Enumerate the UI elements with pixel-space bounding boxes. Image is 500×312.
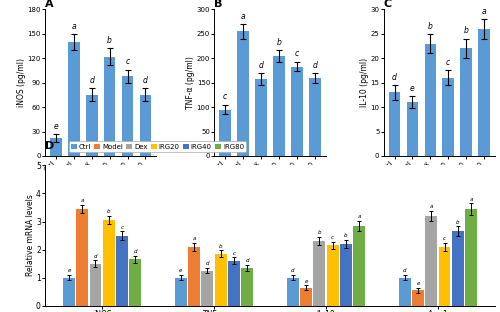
Y-axis label: iNOS (pg/ml): iNOS (pg/ml)	[17, 58, 26, 107]
Text: d: d	[94, 254, 97, 259]
Bar	[63, 278, 75, 306]
Bar	[122, 76, 134, 156]
Text: b: b	[107, 36, 112, 45]
Bar	[291, 66, 302, 156]
Text: e: e	[304, 279, 308, 284]
Bar	[140, 95, 151, 156]
Bar	[68, 42, 80, 156]
Text: c: c	[232, 251, 235, 256]
Bar	[188, 247, 200, 306]
Text: c: c	[331, 235, 334, 240]
Legend: Ctrl, Model, Dex, IRG20, IRG40, IRG80: Ctrl, Model, Dex, IRG20, IRG40, IRG80	[69, 141, 246, 152]
Text: a: a	[241, 12, 246, 21]
Bar	[86, 95, 98, 156]
Bar	[340, 244, 352, 306]
Text: d: d	[312, 61, 317, 70]
Y-axis label: Relative mRNA levels: Relative mRNA levels	[26, 195, 35, 276]
Text: B: B	[214, 0, 222, 9]
Bar	[228, 261, 240, 306]
Text: e: e	[68, 268, 70, 273]
Text: c: c	[446, 58, 450, 67]
Bar	[388, 92, 400, 156]
Bar	[287, 278, 299, 306]
Text: e: e	[54, 122, 59, 131]
Text: d: d	[291, 268, 294, 273]
Bar	[202, 271, 213, 306]
Text: d: d	[246, 258, 249, 263]
Text: a: a	[192, 236, 196, 241]
Text: c: c	[120, 225, 124, 230]
Bar	[130, 260, 141, 306]
Bar	[50, 138, 62, 156]
Bar	[412, 290, 424, 306]
Bar	[326, 245, 338, 306]
Text: d: d	[90, 76, 94, 85]
Bar	[353, 226, 365, 306]
Text: d: d	[403, 268, 406, 273]
Text: a: a	[72, 22, 76, 31]
Bar	[478, 29, 490, 156]
Text: b: b	[456, 220, 460, 225]
Text: b: b	[464, 27, 468, 36]
Text: c: c	[443, 236, 446, 241]
Bar	[220, 110, 231, 156]
Bar	[241, 268, 253, 306]
Bar	[452, 232, 464, 306]
Bar	[442, 78, 454, 156]
Text: c: c	[295, 49, 299, 58]
Text: d: d	[143, 76, 148, 85]
Bar	[255, 79, 267, 156]
Text: d: d	[258, 61, 264, 70]
Bar	[406, 102, 418, 156]
Text: b: b	[107, 209, 110, 214]
Text: C: C	[384, 0, 392, 9]
Text: b: b	[428, 22, 433, 31]
Text: c: c	[126, 57, 130, 66]
Text: a: a	[482, 7, 486, 16]
Text: e: e	[410, 84, 415, 93]
Text: b: b	[276, 38, 281, 47]
Y-axis label: IL-10 (pg/ml): IL-10 (pg/ml)	[360, 58, 369, 107]
Text: d: d	[134, 249, 137, 254]
Bar	[460, 48, 472, 156]
Bar	[424, 44, 436, 156]
Text: a: a	[358, 214, 361, 219]
Bar	[426, 216, 437, 306]
Bar	[214, 254, 226, 306]
Bar	[175, 278, 187, 306]
Text: d: d	[392, 73, 397, 82]
Bar	[76, 209, 88, 306]
Y-axis label: TNF-α (pg/ml): TNF-α (pg/ml)	[186, 56, 196, 109]
Text: b: b	[318, 230, 321, 235]
Bar	[104, 56, 116, 156]
Text: b: b	[344, 233, 348, 238]
Bar	[309, 78, 320, 156]
Text: A: A	[45, 0, 54, 9]
Text: a: a	[430, 204, 433, 209]
Bar	[314, 241, 326, 306]
Bar	[273, 56, 285, 156]
Text: D: D	[45, 141, 54, 151]
Text: e: e	[179, 268, 182, 273]
Text: a: a	[470, 197, 472, 202]
Text: e: e	[416, 281, 420, 286]
Bar	[116, 236, 128, 306]
Bar	[438, 247, 450, 306]
Text: a: a	[80, 198, 84, 203]
Bar	[90, 264, 102, 306]
Text: c: c	[223, 92, 228, 101]
Text: d: d	[206, 261, 209, 266]
Bar	[465, 209, 477, 306]
Text: b: b	[219, 244, 222, 249]
Bar	[103, 220, 115, 306]
Bar	[398, 278, 410, 306]
Bar	[300, 288, 312, 306]
Bar	[238, 32, 249, 156]
